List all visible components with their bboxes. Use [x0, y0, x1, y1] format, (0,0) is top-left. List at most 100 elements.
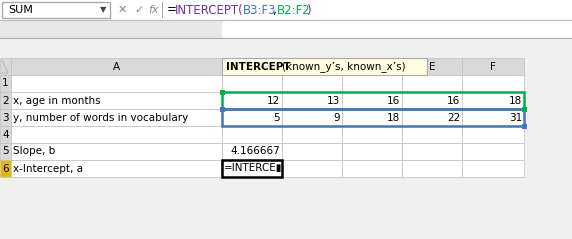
Text: B3:F3: B3:F3	[243, 4, 276, 16]
Bar	[11, 126, 222, 143]
Bar	[342, 58, 402, 75]
Text: 3: 3	[2, 113, 9, 123]
Bar	[162, 2, 163, 18]
Bar	[462, 109, 524, 126]
Text: B2:F2: B2:F2	[277, 4, 311, 16]
Bar	[282, 126, 342, 143]
Bar	[0, 126, 11, 143]
Bar	[0, 160, 11, 177]
Text: 9: 9	[333, 113, 340, 123]
Bar	[402, 109, 462, 126]
Bar	[462, 92, 524, 109]
Text: (known_y’s, known_x’s): (known_y’s, known_x’s)	[282, 61, 406, 72]
Bar	[222, 109, 524, 126]
Bar	[11, 75, 222, 92]
Bar	[522, 107, 526, 112]
Text: B: B	[248, 61, 256, 71]
Bar	[0, 109, 11, 126]
Bar	[342, 126, 402, 143]
Bar	[11, 143, 222, 160]
Bar	[462, 58, 524, 75]
Text: 16: 16	[387, 96, 400, 105]
Text: 31: 31	[509, 113, 522, 123]
Bar	[342, 92, 402, 109]
Text: 4.166667: 4.166667	[231, 147, 280, 157]
Bar	[282, 92, 342, 109]
Bar	[0, 0, 572, 20]
Bar	[522, 124, 526, 129]
Text: 22: 22	[447, 113, 460, 123]
Text: ): )	[306, 4, 311, 16]
Text: 5: 5	[273, 113, 280, 123]
Bar	[11, 160, 222, 177]
Text: F: F	[490, 61, 496, 71]
Bar	[0, 143, 11, 160]
Bar	[342, 75, 402, 92]
Text: 1: 1	[2, 78, 9, 88]
Text: ✕: ✕	[118, 5, 128, 15]
Text: C: C	[308, 61, 316, 71]
Bar	[222, 160, 282, 177]
Bar	[402, 58, 462, 75]
Text: fx: fx	[148, 5, 158, 15]
Bar	[222, 160, 282, 177]
Bar	[222, 20, 572, 38]
Bar	[462, 143, 524, 160]
Bar	[0, 75, 11, 92]
Bar	[402, 92, 462, 109]
Bar	[222, 92, 282, 109]
Text: =: =	[167, 4, 177, 16]
Text: ▼: ▼	[100, 5, 106, 15]
Bar	[220, 107, 224, 112]
Text: Slope, b: Slope, b	[13, 147, 55, 157]
Bar	[282, 160, 342, 177]
Bar	[222, 58, 282, 75]
Text: 16: 16	[447, 96, 460, 105]
Text: 6: 6	[2, 163, 9, 174]
Bar	[342, 160, 402, 177]
Text: ✓: ✓	[134, 5, 144, 15]
Bar	[462, 75, 524, 92]
Bar	[342, 143, 402, 160]
Bar	[11, 109, 222, 126]
Bar	[0, 20, 222, 38]
Text: 5: 5	[2, 147, 9, 157]
Text: y, number of words in vocabulary: y, number of words in vocabulary	[13, 113, 188, 123]
Bar	[222, 92, 524, 109]
Bar	[282, 75, 342, 92]
Text: ,: ,	[272, 4, 276, 16]
Text: SUM: SUM	[8, 5, 33, 15]
Text: 2: 2	[2, 96, 9, 105]
Bar	[11, 92, 222, 109]
Bar	[222, 143, 282, 160]
Text: INTERCEPT: INTERCEPT	[226, 61, 291, 71]
Text: 18: 18	[387, 113, 400, 123]
Bar	[220, 89, 224, 94]
Bar	[222, 109, 282, 126]
Bar	[0, 58, 11, 75]
Bar	[222, 75, 282, 92]
Bar	[0, 92, 11, 109]
Bar	[342, 109, 402, 126]
Bar	[462, 126, 524, 143]
Bar	[282, 58, 342, 75]
Bar	[282, 109, 342, 126]
Text: =INTERCE▮: =INTERCE▮	[224, 163, 283, 174]
Text: 13: 13	[327, 96, 340, 105]
Text: 12: 12	[267, 96, 280, 105]
Text: D: D	[368, 61, 376, 71]
Bar	[222, 126, 282, 143]
Bar	[282, 143, 342, 160]
Bar	[402, 160, 462, 177]
Text: x, age in months: x, age in months	[13, 96, 101, 105]
Bar	[222, 58, 427, 75]
Bar	[11, 58, 222, 75]
Bar	[2, 2, 110, 18]
Text: x-Intercept, a: x-Intercept, a	[13, 163, 83, 174]
Text: 18: 18	[509, 96, 522, 105]
Bar	[402, 126, 462, 143]
Bar	[402, 75, 462, 92]
Text: E: E	[429, 61, 435, 71]
Bar	[402, 143, 462, 160]
Text: INTERCEPT(: INTERCEPT(	[175, 4, 244, 16]
